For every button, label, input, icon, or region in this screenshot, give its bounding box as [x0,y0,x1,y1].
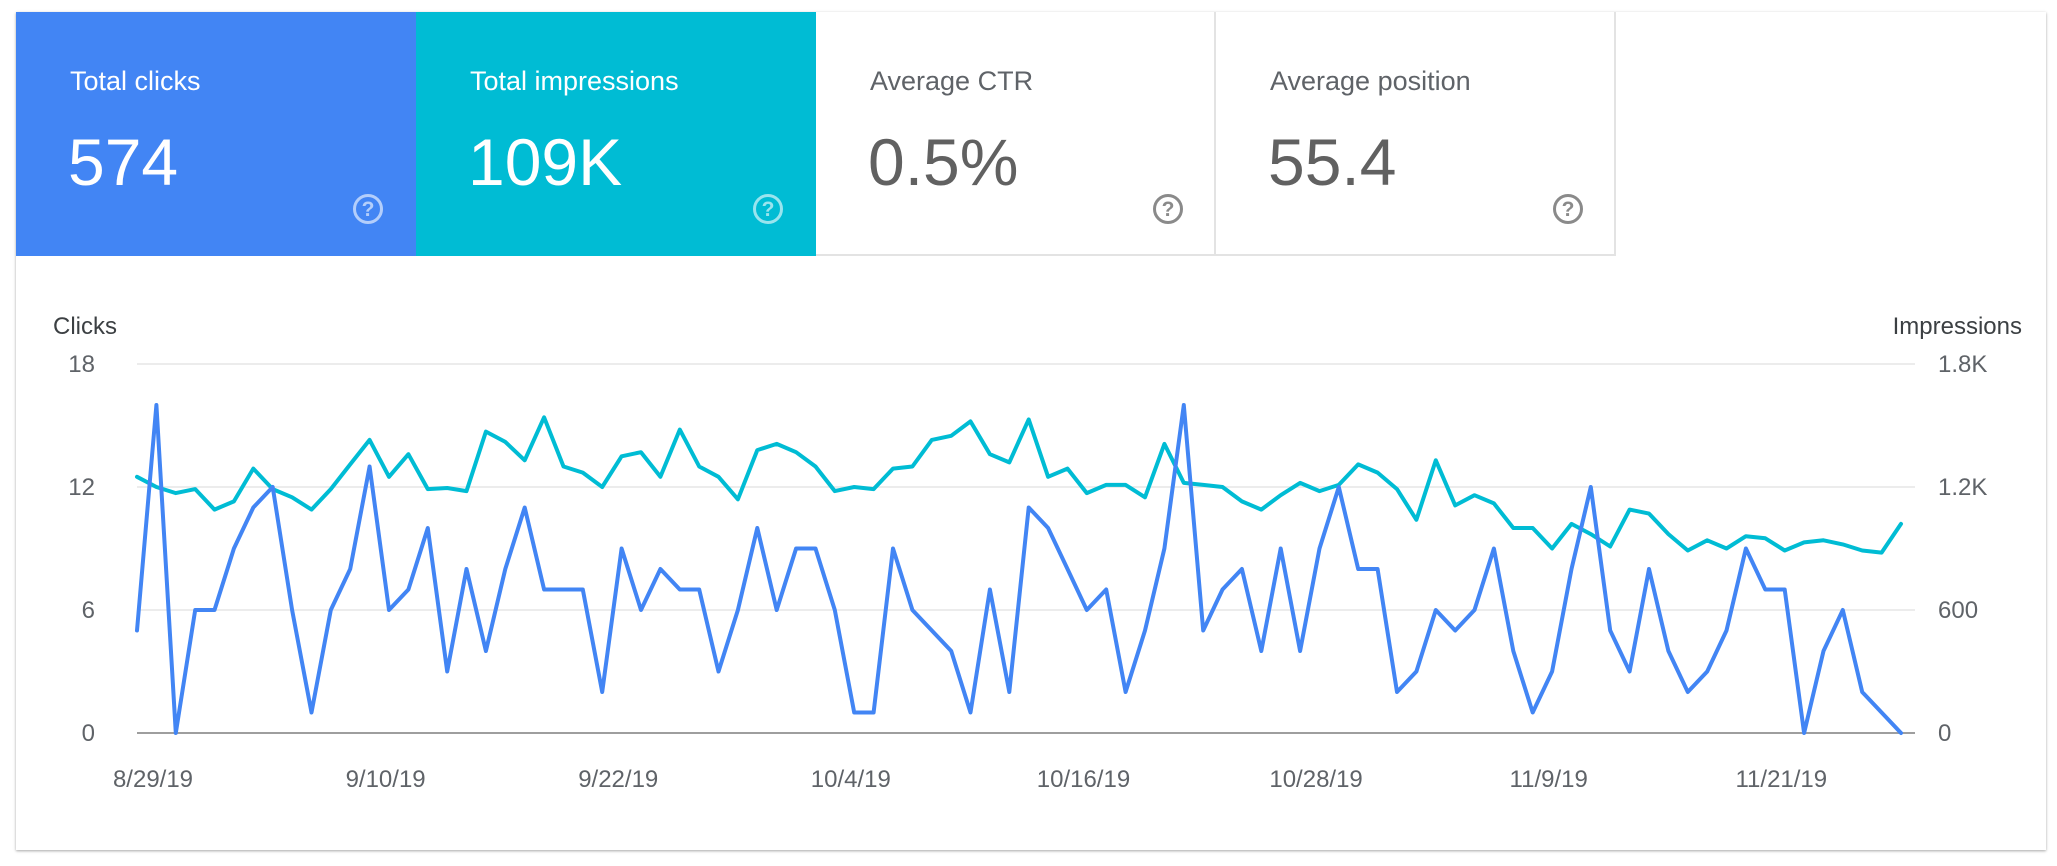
left-axis-ticks: 0 6 12 18 [68,351,95,747]
help-icon[interactable]: ? [1153,194,1183,224]
card-label: Average CTR [870,66,1034,96]
clicks-series-line [135,403,1903,735]
help-icon[interactable]: ? [1553,194,1583,224]
help-icon[interactable]: ? [753,194,783,224]
left-tick-label: 18 [68,351,95,378]
total-clicks-card[interactable]: Total clicks 574 ? [16,12,416,256]
card-label: Total impressions [470,66,679,96]
left-tick-label: 0 [82,720,95,747]
card-value: 0.5% [868,125,1019,199]
performance-chart: Clicks Impressions 0 6 12 18 0 600 1.2K 1.8K 8… [53,313,2022,793]
card-label: Total clicks [70,66,201,96]
right-tick-label: 0 [1938,720,1951,747]
average-position-card[interactable]: Average position 55.4 ? [1216,12,1616,256]
x-tick-label: 10/28/19 [1269,766,1362,793]
series [135,403,1903,735]
total-impressions-card[interactable]: Total impressions 109K ? [416,12,816,256]
x-tick-label: 9/10/19 [346,766,426,793]
left-tick-label: 6 [82,597,95,624]
average-ctr-card[interactable]: Average CTR 0.5% ? [816,12,1216,256]
right-tick-label: 1.2K [1938,474,1987,501]
performance-panel: Total clicks 574 ? Total impressions 109… [16,12,2046,850]
right-tick-label: 1.8K [1938,351,1987,378]
left-axis-title: Clicks [53,313,117,340]
right-axis-title: Impressions [1893,313,2022,340]
help-icon[interactable]: ? [353,194,383,224]
right-tick-label: 600 [1938,597,1978,624]
x-tick-label: 10/16/19 [1037,766,1130,793]
card-value: 574 [68,125,179,199]
card-label: Average position [1270,66,1471,96]
metric-cards: Total clicks 574 ? Total impressions 109… [16,12,1616,256]
x-tick-label: 11/21/19 [1735,766,1827,793]
card-value: 55.4 [1268,125,1397,199]
x-axis-ticks: 8/29/19 9/10/19 9/22/19 10/4/19 10/16/19 10/2… [113,766,1827,793]
x-tick-label: 8/29/19 [113,766,193,793]
x-tick-label: 10/4/19 [811,766,891,793]
right-axis-ticks: 0 600 1.2K 1.8K [1938,351,1987,747]
impressions-series-line [135,415,1903,555]
card-value: 109K [468,125,623,199]
left-tick-label: 12 [68,474,95,501]
x-tick-label: 11/9/19 [1510,766,1588,793]
x-tick-label: 9/22/19 [578,766,658,793]
